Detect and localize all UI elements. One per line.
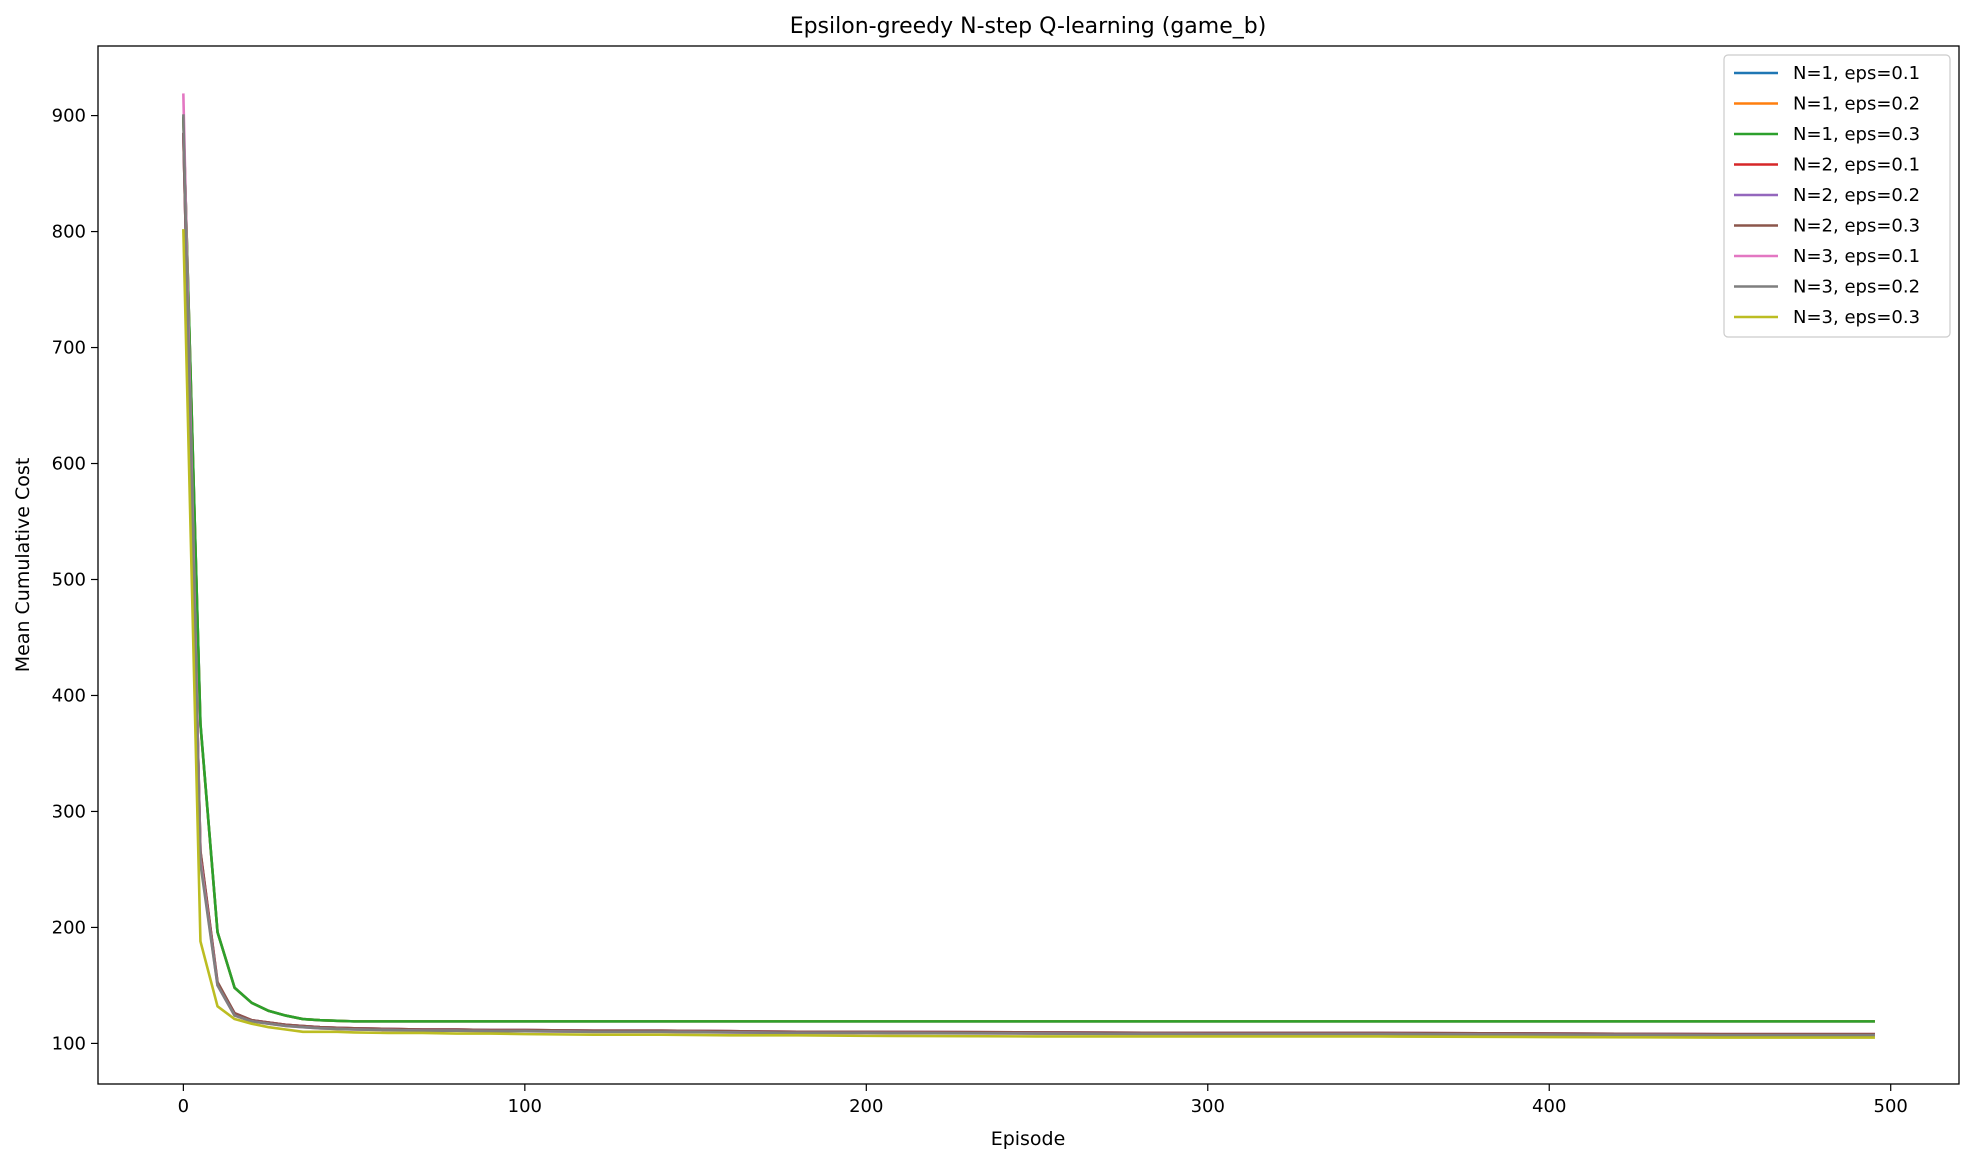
y-tick-label: 600 (52, 454, 86, 475)
x-tick-label: 0 (178, 1096, 189, 1117)
y-tick-label: 200 (52, 917, 86, 938)
series-line-8 (182, 114, 1875, 1037)
x-axis-label: Episode (991, 1128, 1066, 1150)
y-axis: 100 200 300 400 500 600 700 800 900 (52, 106, 98, 1054)
y-tick-label: 700 (52, 338, 86, 359)
legend-label-9: N=3, eps=0.3 (1793, 307, 1920, 328)
legend-label-6: N=2, eps=0.3 (1793, 216, 1920, 237)
y-tick-label: 500 (52, 569, 86, 590)
legend-label-5: N=2, eps=0.2 (1793, 185, 1920, 206)
series-layer (182, 93, 1875, 1039)
x-tick-label: 100 (508, 1096, 542, 1117)
x-tick-label: 200 (849, 1096, 883, 1117)
legend-label-4: N=2, eps=0.1 (1793, 155, 1920, 176)
y-tick-label: 300 (52, 801, 86, 822)
plot-frame (97, 45, 1960, 1085)
y-tick-label: 900 (52, 106, 86, 127)
x-tick-label: 300 (1191, 1096, 1225, 1117)
y-tick-label: 100 (52, 1033, 86, 1054)
chart-title: Epsilon-greedy N-step Q-learning (game_b… (790, 14, 1267, 39)
series-line-9 (182, 229, 1875, 1039)
legend-label-7: N=3, eps=0.1 (1793, 246, 1920, 267)
y-tick-label: 800 (52, 222, 86, 243)
y-axis-label: Mean Cumulative Cost (12, 458, 34, 673)
legend-label-1: N=1, eps=0.1 (1793, 63, 1920, 84)
x-axis: 0 100 200 300 400 500 (178, 1084, 1908, 1117)
series-line-3 (182, 116, 1875, 1023)
legend-label-8: N=3, eps=0.2 (1793, 277, 1920, 298)
legend-label-2: N=1, eps=0.2 (1793, 94, 1920, 115)
legend: N=1, eps=0.1 N=1, eps=0.2 N=1, eps=0.3 N=2,… (1723, 54, 1951, 338)
y-tick-label: 400 (52, 685, 86, 706)
legend-box (1723, 54, 1951, 338)
legend-label-3: N=1, eps=0.3 (1793, 124, 1920, 145)
x-tick-label: 500 (1874, 1096, 1908, 1117)
x-tick-label: 400 (1532, 1096, 1566, 1117)
